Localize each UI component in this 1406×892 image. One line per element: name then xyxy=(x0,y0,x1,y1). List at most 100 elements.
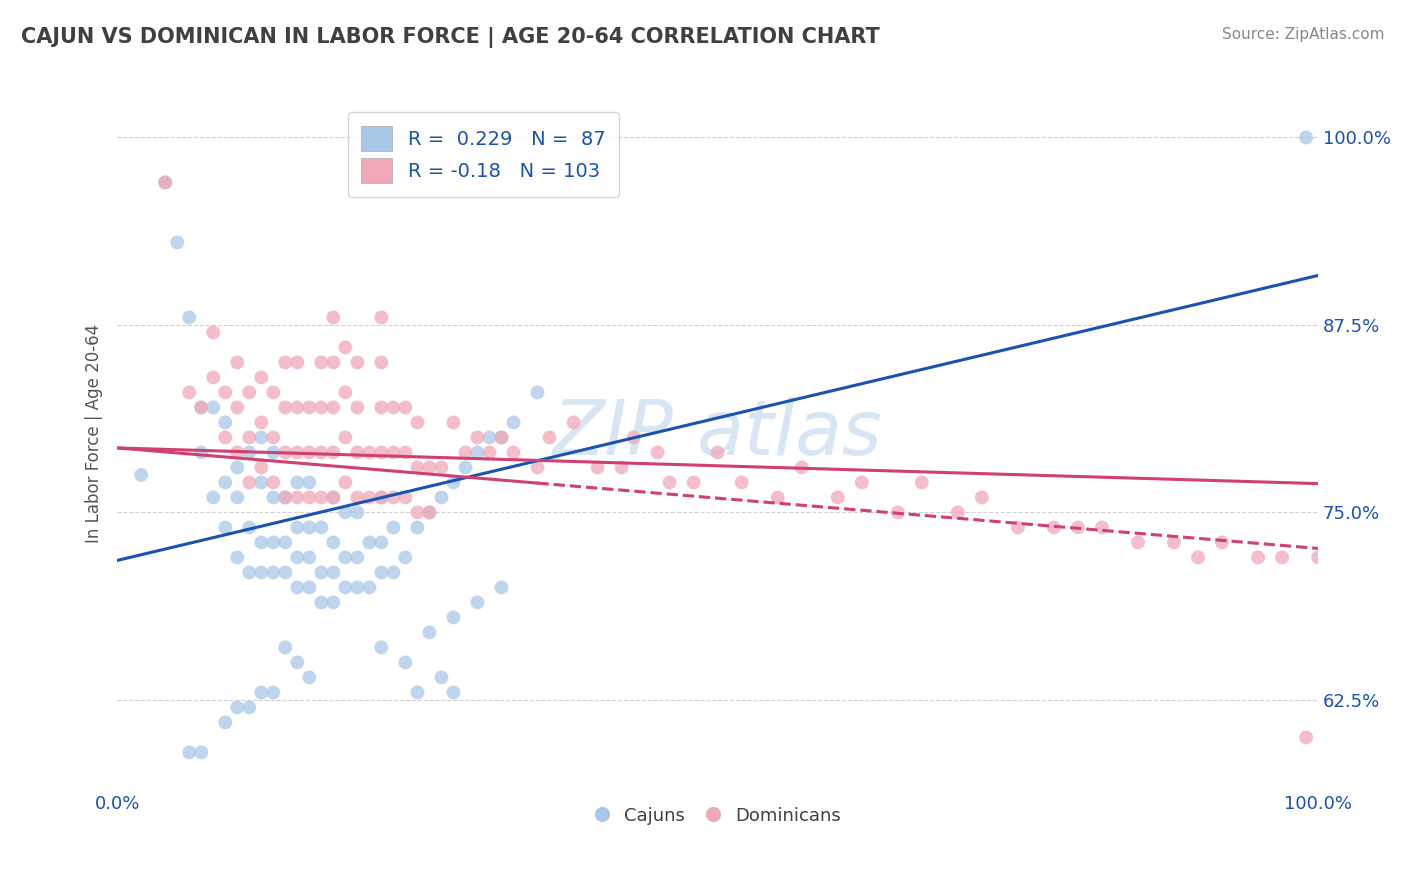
Point xyxy=(370,310,392,325)
Point xyxy=(322,445,344,459)
Point xyxy=(250,370,273,384)
Point xyxy=(214,475,236,490)
Point xyxy=(202,370,225,384)
Point xyxy=(418,505,440,519)
Point xyxy=(226,355,249,369)
Point xyxy=(359,445,381,459)
Point xyxy=(262,566,284,580)
Point xyxy=(382,445,405,459)
Point xyxy=(214,715,236,730)
Point xyxy=(250,460,273,475)
Point xyxy=(298,581,321,595)
Point xyxy=(214,430,236,444)
Point xyxy=(887,505,910,519)
Point xyxy=(285,401,308,415)
Point xyxy=(370,535,392,549)
Point xyxy=(346,550,368,565)
Point xyxy=(406,460,429,475)
Point xyxy=(491,430,513,444)
Point xyxy=(214,520,236,534)
Point xyxy=(430,460,453,475)
Point xyxy=(1187,550,1209,565)
Point xyxy=(970,491,993,505)
Point xyxy=(1271,550,1294,565)
Point xyxy=(179,746,201,760)
Point xyxy=(491,581,513,595)
Point xyxy=(346,445,368,459)
Point xyxy=(359,491,381,505)
Point xyxy=(250,416,273,430)
Point xyxy=(298,520,321,534)
Point xyxy=(382,491,405,505)
Point xyxy=(335,430,357,444)
Point xyxy=(335,475,357,490)
Point xyxy=(382,566,405,580)
Point xyxy=(311,595,333,609)
Point xyxy=(285,491,308,505)
Point xyxy=(226,550,249,565)
Point xyxy=(443,610,465,624)
Point xyxy=(311,491,333,505)
Point xyxy=(322,491,344,505)
Point xyxy=(322,491,344,505)
Point xyxy=(322,595,344,609)
Point xyxy=(406,520,429,534)
Point xyxy=(1043,520,1066,534)
Point xyxy=(346,355,368,369)
Point xyxy=(370,401,392,415)
Point xyxy=(370,445,392,459)
Point xyxy=(202,491,225,505)
Point xyxy=(335,340,357,354)
Point xyxy=(623,430,645,444)
Point xyxy=(285,581,308,595)
Point xyxy=(298,475,321,490)
Point xyxy=(285,475,308,490)
Point xyxy=(382,520,405,534)
Point xyxy=(129,467,152,482)
Point xyxy=(226,700,249,714)
Point xyxy=(346,581,368,595)
Point xyxy=(346,491,368,505)
Point xyxy=(238,475,260,490)
Point xyxy=(454,445,477,459)
Point xyxy=(430,670,453,684)
Text: Source: ZipAtlas.com: Source: ZipAtlas.com xyxy=(1222,27,1385,42)
Point xyxy=(946,505,969,519)
Point xyxy=(526,385,548,400)
Point xyxy=(322,310,344,325)
Point xyxy=(179,385,201,400)
Point xyxy=(406,685,429,699)
Point xyxy=(706,445,728,459)
Point xyxy=(394,656,416,670)
Point xyxy=(1163,535,1185,549)
Point xyxy=(238,520,260,534)
Point xyxy=(250,685,273,699)
Point xyxy=(322,566,344,580)
Point xyxy=(250,566,273,580)
Point xyxy=(394,445,416,459)
Point xyxy=(827,491,849,505)
Point xyxy=(370,355,392,369)
Point xyxy=(214,416,236,430)
Point xyxy=(226,491,249,505)
Point xyxy=(1211,535,1233,549)
Point xyxy=(1308,550,1330,565)
Text: CAJUN VS DOMINICAN IN LABOR FORCE | AGE 20-64 CORRELATION CHART: CAJUN VS DOMINICAN IN LABOR FORCE | AGE … xyxy=(21,27,880,48)
Point xyxy=(274,640,297,655)
Point xyxy=(1091,520,1114,534)
Point xyxy=(418,460,440,475)
Point xyxy=(467,430,489,444)
Point xyxy=(443,685,465,699)
Point xyxy=(370,491,392,505)
Point xyxy=(1295,130,1317,145)
Point xyxy=(1295,731,1317,745)
Point xyxy=(502,416,524,430)
Point xyxy=(250,430,273,444)
Point xyxy=(526,460,548,475)
Point xyxy=(911,475,934,490)
Point xyxy=(179,310,201,325)
Point xyxy=(226,460,249,475)
Text: ZIP atlas: ZIP atlas xyxy=(553,397,883,471)
Point xyxy=(406,416,429,430)
Point xyxy=(346,505,368,519)
